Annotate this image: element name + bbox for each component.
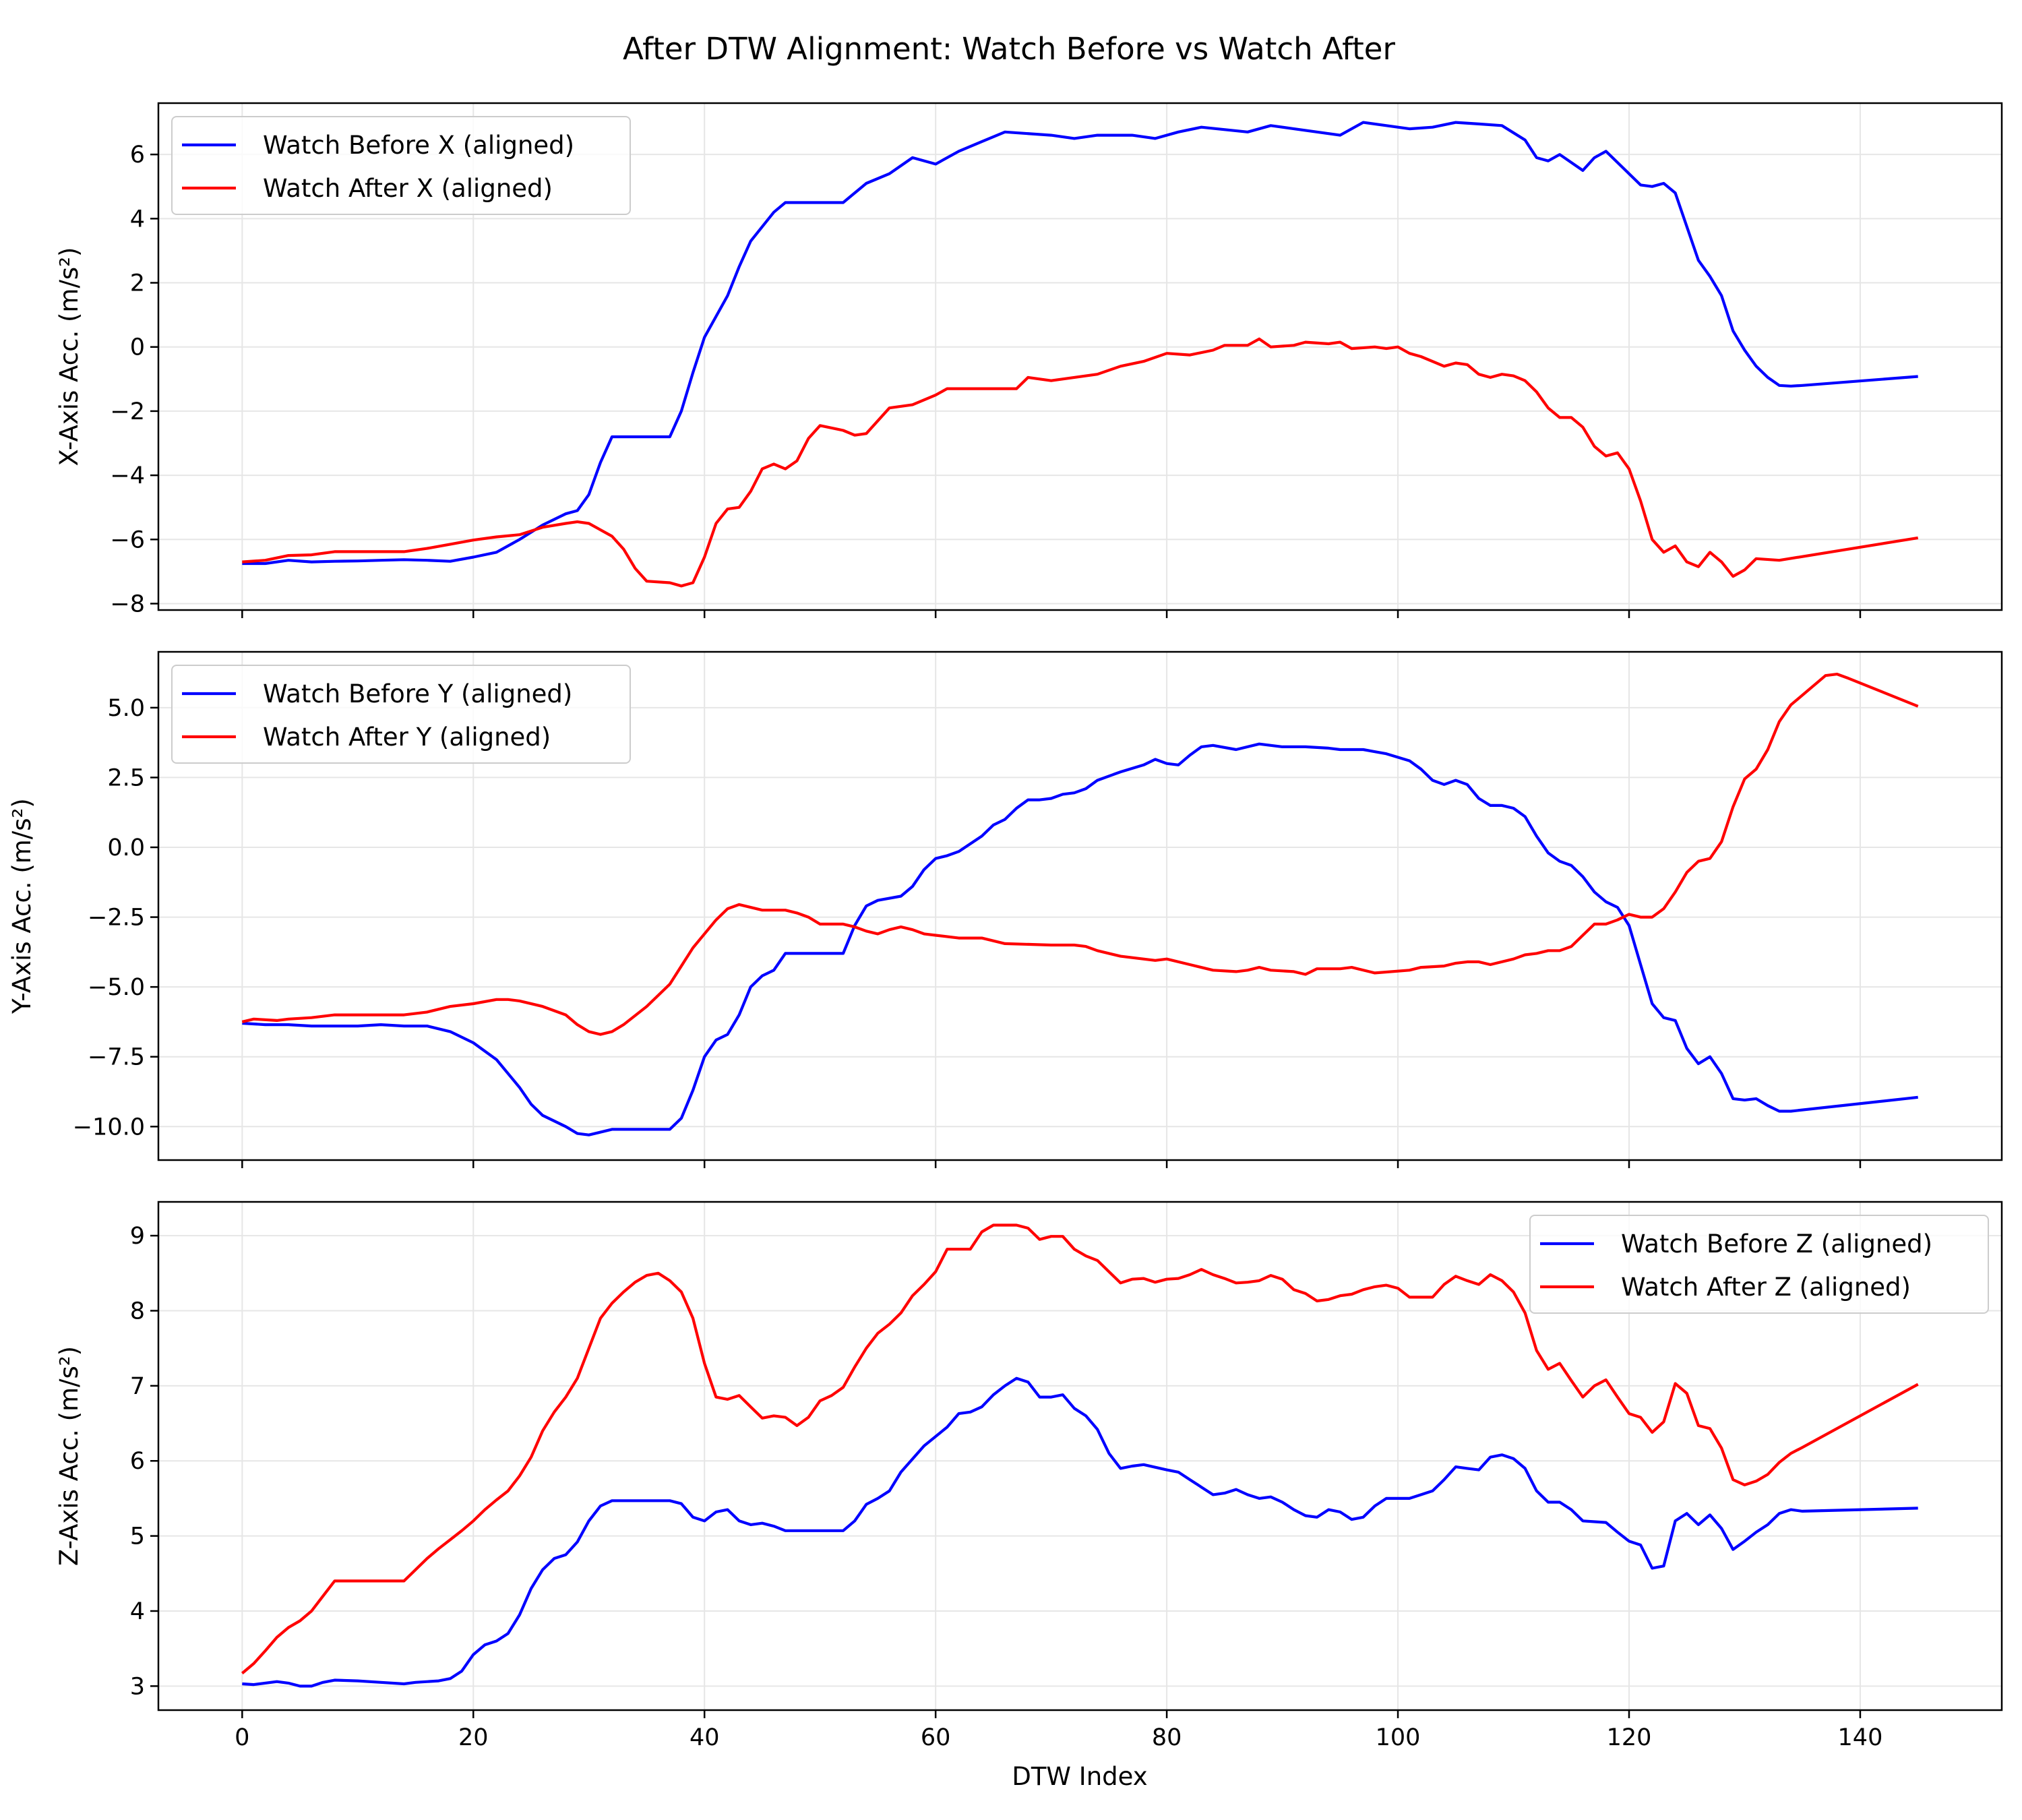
legend-label: Watch Before Z (aligned) [1621, 1230, 1932, 1258]
y-tick-label: −7.5 [88, 1044, 145, 1071]
x-tick-label: 80 [1152, 1724, 1182, 1751]
y-axis-label: X-Axis Acc. (m/s²) [55, 247, 84, 466]
x-tick-label: 60 [921, 1724, 951, 1751]
axes-frame [157, 1201, 2003, 1711]
y-tick-label: −4 [110, 462, 145, 489]
y-tick-label: 2.5 [107, 764, 145, 791]
legend-label: Watch Before Y (aligned) [263, 679, 572, 708]
panel-x-axis: 6 4 2 0 −2 −4 −6 −8 X-Axis Acc. (m/s²) Watch Befo… [55, 102, 2003, 618]
y-tick-label: 8 [130, 1298, 145, 1325]
legend-label: Watch Before X (aligned) [263, 131, 574, 160]
series-line-after [242, 337, 1919, 588]
y-tick-label: 4 [130, 1598, 145, 1625]
y-tick-label: 0 [130, 334, 145, 361]
y-axis-label: Y-Axis Acc. (m/s²) [7, 798, 36, 1014]
x-tick-label: 20 [458, 1724, 489, 1751]
y-tick-label: −2.5 [88, 905, 145, 932]
y-tick-label: 7 [130, 1373, 145, 1400]
legend-label: Watch After Y (aligned) [263, 723, 551, 752]
x-tick-label: 120 [1607, 1724, 1652, 1751]
panel-y-axis: 5.0 2.5 0.0 −2.5 −5.0 −7.5 −10.0 Y-Axis Acc. (m… [7, 650, 2003, 1168]
series-line-after [241, 672, 1919, 1036]
y-tick-label: 2 [130, 270, 145, 297]
y-tick-label: −2 [110, 398, 145, 425]
legend-box [171, 116, 631, 215]
y-tick-label: 4 [130, 206, 145, 233]
series-line-after [241, 1223, 1919, 1675]
y-axis-label: Z-Axis Acc. (m/s²) [55, 1346, 84, 1566]
legend-label: Watch After Z (aligned) [1621, 1273, 1911, 1302]
legend: Watch Before X (aligned) Watch After X (a… [171, 116, 631, 215]
y-tick-label: 0.0 [107, 835, 145, 861]
x-tick-label: 100 [1376, 1724, 1421, 1751]
panel-z-axis: 0 20 40 60 80 100 120 140 9 8 7 6 5 4 3 Z-Axis Acc. (m/… [55, 1201, 2003, 1751]
x-tick-label: 0 [235, 1724, 249, 1751]
axes-frame [157, 650, 2003, 1161]
x-tick-label: 40 [690, 1724, 720, 1751]
y-tick-label: 3 [130, 1673, 145, 1700]
axes-frame [157, 102, 2003, 611]
y-tick-label: 9 [130, 1223, 145, 1250]
y-tick-label: −5.0 [88, 974, 145, 1001]
y-tick-label: −8 [110, 590, 145, 617]
legend-box [1529, 1215, 1989, 1314]
series-line-before [242, 742, 1918, 1136]
y-tick-label: 5.0 [107, 695, 145, 722]
y-tick-label: 6 [130, 142, 145, 169]
y-tick-label: −6 [110, 526, 145, 553]
legend-box [171, 665, 631, 764]
y-tick-label: 5 [130, 1523, 145, 1550]
y-tick-label: −10.0 [73, 1114, 145, 1141]
x-axis-label: DTW Index [1012, 1762, 1147, 1791]
x-tick-label: 140 [1838, 1724, 1883, 1751]
series-line-before [242, 121, 1918, 566]
figure-title: After DTW Alignment: Watch Before vs Wat… [623, 31, 1396, 67]
legend: Watch Before Y (aligned) Watch After Y (a… [171, 665, 631, 764]
series-line-before [242, 1376, 1918, 1688]
legend: Watch Before Z (aligned) Watch After Z (a… [1529, 1215, 1989, 1314]
legend-label: Watch After X (aligned) [263, 174, 553, 203]
y-tick-label: 6 [130, 1448, 145, 1475]
